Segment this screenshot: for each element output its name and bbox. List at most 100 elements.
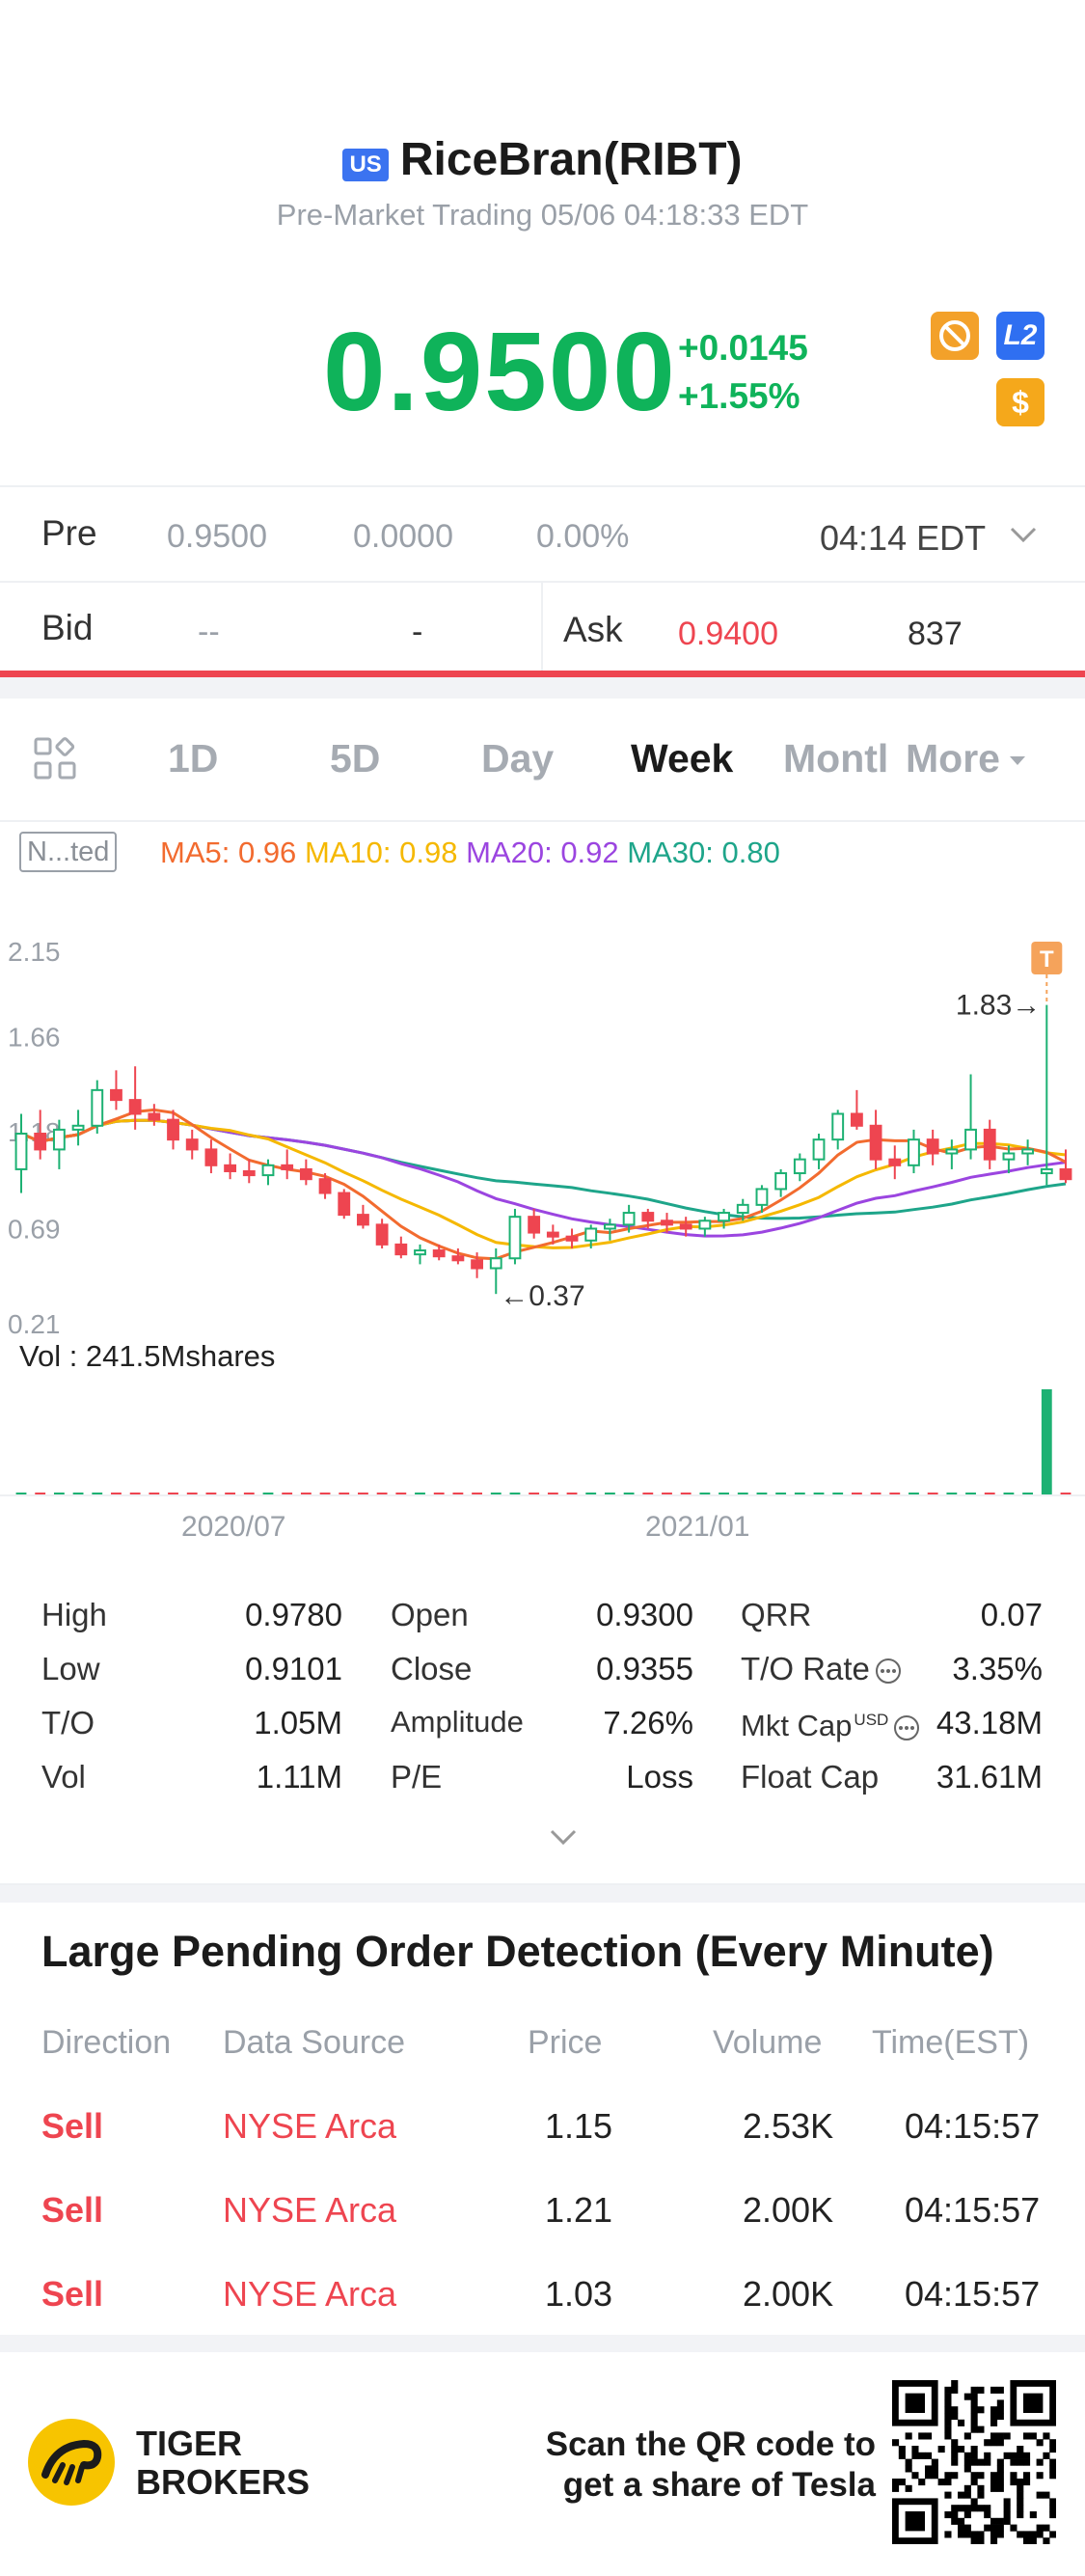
volume-bar [585, 1493, 597, 1495]
tab-month[interactable]: Montl [783, 736, 889, 781]
tab-more[interactable]: More [906, 736, 1029, 781]
volume-bar [490, 1493, 502, 1495]
high-annotation: 1.83→ [956, 990, 1041, 1022]
expand-chevron-icon[interactable] [546, 1825, 581, 1853]
volume-bar [395, 1493, 407, 1495]
candle [908, 1138, 920, 1166]
tab-1d[interactable]: 1D [168, 736, 219, 781]
candle [414, 1249, 426, 1256]
dollar-icon[interactable]: $ [996, 378, 1044, 426]
col-time: Time(EST) [872, 2024, 1030, 2061]
order-direction: Sell [41, 2106, 104, 2146]
price-change-pct: +1.55% [678, 376, 800, 416]
promo-text: Scan the QR code to get a share of Tesla [502, 2425, 876, 2506]
candle [204, 1148, 218, 1166]
chevron-down-icon[interactable] [1006, 517, 1041, 557]
divider [0, 581, 1085, 583]
candle [167, 1118, 179, 1141]
volume-bar [889, 1493, 901, 1495]
order-price: 1.03 [545, 2274, 613, 2314]
order-volume: 2.53K [743, 2106, 834, 2146]
candle [261, 1164, 275, 1177]
candlestick-chart[interactable]: 2.151.661.180.690.211.83→←0.37T [0, 917, 1085, 1505]
volume-bar [53, 1493, 65, 1495]
volume-bar [756, 1493, 768, 1495]
promo-line-2: get a share of Tesla [562, 2466, 876, 2504]
brand-line-1: TIGER [136, 2424, 243, 2463]
order-time: 04:15:57 [905, 2274, 1041, 2314]
stat-label-close: Close [391, 1651, 473, 1686]
x-tick-2020-07: 2020/07 [181, 1511, 286, 1543]
ma30-value: MA30: 0.80 [627, 836, 780, 869]
candle [945, 1148, 959, 1155]
ask-label: Ask [563, 610, 623, 649]
volume-bar [129, 1493, 141, 1495]
layout-grid-icon[interactable] [32, 735, 78, 786]
stat-label-amplitude: Amplitude [391, 1705, 524, 1739]
qr-code[interactable] [892, 2380, 1056, 2544]
col-direction: Direction [41, 2024, 172, 2061]
tab-day[interactable]: Day [481, 736, 555, 781]
y-tick-label: 0.21 [8, 1309, 61, 1339]
candle [148, 1112, 161, 1121]
volume-bar [262, 1493, 274, 1495]
divider [0, 820, 1085, 822]
info-icon[interactable] [888, 1709, 921, 1742]
ma5-value: MA5: 0.96 [160, 836, 297, 869]
volume-bar [946, 1493, 958, 1495]
indicator-select[interactable]: N...ted [19, 832, 118, 872]
pre-label: Pre [41, 513, 97, 553]
volume-bar [547, 1493, 558, 1495]
tab-week[interactable]: Week [631, 736, 734, 781]
volume-bar [851, 1493, 862, 1495]
section-gap [0, 1885, 1085, 1903]
volume-bar [452, 1493, 464, 1495]
candle [736, 1203, 749, 1215]
caret-down-icon [1009, 756, 1025, 765]
volume-bar [642, 1493, 654, 1495]
volume-bar [1003, 1493, 1015, 1495]
candle [1040, 1167, 1053, 1175]
candle [110, 1088, 122, 1102]
volume-bar [472, 1493, 482, 1495]
volume-bar [680, 1493, 692, 1495]
section-gap [0, 2335, 1085, 2352]
l2-icon[interactable]: L2 [996, 312, 1044, 360]
tiger-logo-icon [26, 2417, 117, 2512]
candle [242, 1169, 256, 1177]
volume-bar [339, 1493, 350, 1495]
order-price: 1.15 [545, 2106, 613, 2146]
volume-bar [300, 1493, 312, 1495]
volume-bar [719, 1493, 729, 1495]
candle [14, 1133, 28, 1170]
last-price: 0.9500 [323, 309, 677, 434]
stat-value-mkt-cap: 43.18M [936, 1705, 1043, 1740]
candle [679, 1223, 692, 1230]
bid-label: Bid [41, 608, 94, 647]
col-volume: Volume [713, 2024, 823, 2061]
pre-time[interactable]: 04:14 EDT [820, 518, 987, 558]
stat-value-t-o-rate: 3.35% [952, 1651, 1043, 1686]
candle [869, 1124, 882, 1161]
volume-bar [243, 1493, 255, 1495]
promo-line-1: Scan the QR code to [545, 2425, 876, 2463]
ma5-line [20, 1108, 1067, 1261]
order-time: 04:15:57 [905, 2106, 1041, 2146]
info-icon[interactable] [870, 1651, 903, 1686]
order-source: NYSE Arca [223, 2106, 397, 2146]
brand-line-2: BROKERS [136, 2462, 311, 2502]
stat-value-open: 0.9300 [596, 1597, 693, 1632]
y-tick-label: 0.69 [8, 1215, 61, 1245]
stat-label-t-o-rate: T/O Rate [741, 1651, 903, 1687]
volume-bar [111, 1493, 122, 1495]
candle [471, 1259, 483, 1270]
volume-bar [699, 1493, 711, 1495]
ma-legend: MA5: 0.96 MA10: 0.98 MA20: 0.92 MA30: 0.… [160, 836, 780, 870]
tab-5d[interactable]: 5D [330, 736, 381, 781]
no-margin-icon[interactable] [931, 312, 979, 360]
candle [831, 1112, 845, 1141]
candle [338, 1192, 351, 1217]
ma20-value: MA20: 0.92 [466, 836, 619, 869]
x-tick-2021-01: 2021/01 [645, 1511, 750, 1543]
stat-label-low: Low [41, 1651, 100, 1686]
